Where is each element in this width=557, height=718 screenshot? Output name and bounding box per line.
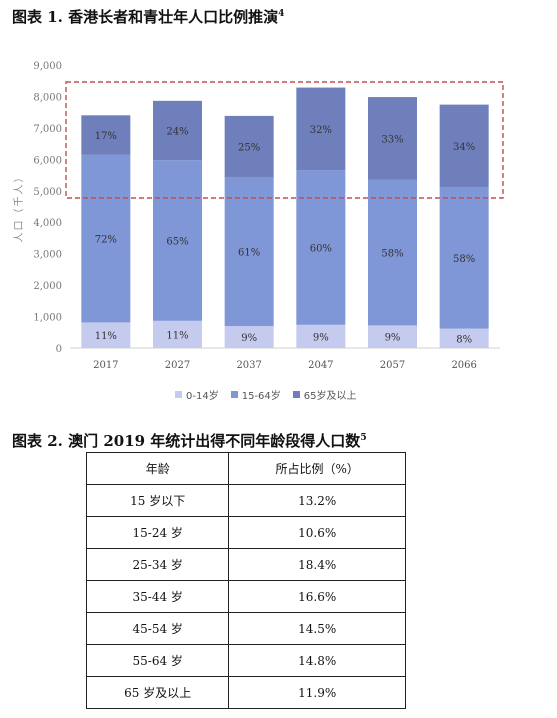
table-row: 35-44 岁 16.6%	[85, 580, 406, 613]
data-label: 9%	[385, 333, 401, 344]
age-group-cell: 15-24 岁	[85, 516, 230, 549]
data-label: 17%	[95, 131, 117, 142]
bar-segment	[153, 320, 202, 348]
age-group-cell: 55-64 岁	[85, 644, 230, 677]
bar-segment	[153, 160, 202, 321]
y-tick-label: 5,000	[33, 187, 62, 198]
y-tick-label: 9,000	[33, 61, 62, 72]
bar-segment	[368, 325, 417, 348]
chart-legend: 0-14岁 15-64岁 65岁及以上	[175, 387, 357, 402]
bar-segment	[296, 324, 346, 348]
share-cell: 18.4%	[228, 548, 406, 581]
share-cell: 13.2%	[228, 484, 406, 517]
bar-segment	[153, 100, 202, 161]
y-tick-label: 2,000	[33, 281, 62, 292]
x-tick-label: 2037	[236, 360, 261, 371]
age-group-cell: 25-34 岁	[85, 548, 230, 581]
bar-segment	[296, 170, 346, 325]
figure1-footnote-ref: 4	[278, 9, 285, 19]
legend-label: 65岁及以上	[303, 391, 357, 402]
data-label: 32%	[310, 125, 332, 136]
age-group-cell: 15 岁以下	[85, 484, 230, 517]
bar-segment	[224, 176, 274, 327]
data-label: 60%	[310, 243, 332, 254]
legend-swatch	[175, 391, 182, 398]
legend-swatch	[292, 391, 300, 398]
data-label: 61%	[238, 247, 260, 258]
bar-segment	[439, 187, 489, 329]
table-row: 55-64 岁 14.8%	[85, 644, 406, 677]
bar-segment	[368, 97, 417, 180]
legend-item: 0-14岁	[175, 387, 219, 402]
x-tick-label: 2066	[451, 360, 476, 371]
figure2-footnote-ref: 5	[360, 433, 367, 443]
share-cell: 11.9%	[228, 676, 406, 709]
table-row: 65 岁及以上 11.9%	[85, 676, 406, 709]
y-tick-label: 1,000	[33, 313, 62, 324]
data-label: 58%	[453, 254, 475, 265]
data-label: 58%	[381, 249, 403, 260]
table-row: 25-34 岁 18.4%	[85, 548, 406, 581]
bar-segment	[296, 87, 346, 171]
bar-segment	[81, 154, 131, 323]
data-label: 72%	[95, 235, 117, 246]
table-row: 15-24 岁 10.6%	[85, 516, 406, 549]
header-age: 年龄	[85, 452, 230, 485]
share-cell: 14.8%	[228, 644, 406, 677]
legend-label: 0-14岁	[186, 391, 219, 402]
figure2-title-text: 图表 2. 澳门 2019 年统计出得不同年龄段得人口数	[12, 432, 361, 450]
figure2-title: 图表 2. 澳门 2019 年统计出得不同年龄段得人口数5	[12, 430, 367, 451]
share-cell: 14.5%	[228, 612, 406, 645]
x-tick-label: 2017	[93, 360, 118, 371]
bar-segment	[81, 115, 131, 155]
legend-item: 15-64岁	[230, 387, 281, 402]
bar-segment	[439, 104, 489, 188]
bar-segment	[224, 115, 274, 177]
highlight-box	[65, 81, 504, 199]
x-tick-label: 2057	[380, 360, 405, 371]
y-tick-label: 7,000	[33, 124, 62, 135]
y-axis-title: 人口（千人）	[13, 171, 25, 243]
y-tick-label: 8,000	[33, 92, 62, 103]
header-share: 所占比例（%）	[228, 452, 406, 485]
x-tick-label: 2047	[308, 360, 333, 371]
data-label: 33%	[381, 134, 403, 145]
y-tick-label: 6,000	[33, 155, 62, 166]
table-header-row: 年龄 所占比例（%）	[85, 452, 406, 485]
bar-segment	[439, 328, 489, 348]
data-label: 8%	[456, 334, 472, 345]
table-row: 45-54 岁 14.5%	[85, 612, 406, 645]
y-tick-label: 4,000	[33, 218, 62, 229]
legend-label: 15-64岁	[241, 391, 281, 402]
stacked-bar-chart: 0 1,000 2,000 3,000 4,000 5,000 6,000 7,000 8,00…	[13, 61, 504, 371]
data-label: 65%	[166, 236, 188, 247]
data-label: 25%	[238, 142, 260, 153]
y-tick-label: 3,000	[33, 250, 62, 261]
data-label: 9%	[241, 333, 257, 344]
data-label: 24%	[166, 127, 188, 138]
x-tick-label: 2027	[165, 360, 190, 371]
legend-item: 65岁及以上	[292, 387, 357, 402]
figure1-title: 图表 1. 香港长者和青壮年人口比例推演4	[12, 6, 284, 27]
age-group-cell: 65 岁及以上	[85, 676, 230, 709]
figure1-title-text: 图表 1. 香港长者和青壮年人口比例推演	[12, 8, 279, 26]
y-tick-label: 0	[56, 344, 62, 355]
age-group-cell: 45-54 岁	[85, 612, 230, 645]
data-label: 9%	[313, 332, 329, 343]
data-label: 34%	[453, 142, 475, 153]
bar-segment	[81, 322, 131, 348]
share-cell: 16.6%	[228, 580, 406, 613]
bar-segment	[368, 179, 417, 326]
share-cell: 10.6%	[228, 516, 406, 549]
data-label: 11%	[95, 331, 117, 342]
legend-swatch	[230, 391, 238, 398]
bar-segment	[224, 326, 274, 348]
age-distribution-table: 年龄 所占比例（%） 15 岁以下 13.2% 15-24 岁 10.6% 25-34 …	[85, 452, 406, 709]
age-group-cell: 35-44 岁	[85, 580, 230, 613]
table-row: 15 岁以下 13.2%	[85, 484, 406, 517]
data-label: 11%	[166, 330, 188, 341]
